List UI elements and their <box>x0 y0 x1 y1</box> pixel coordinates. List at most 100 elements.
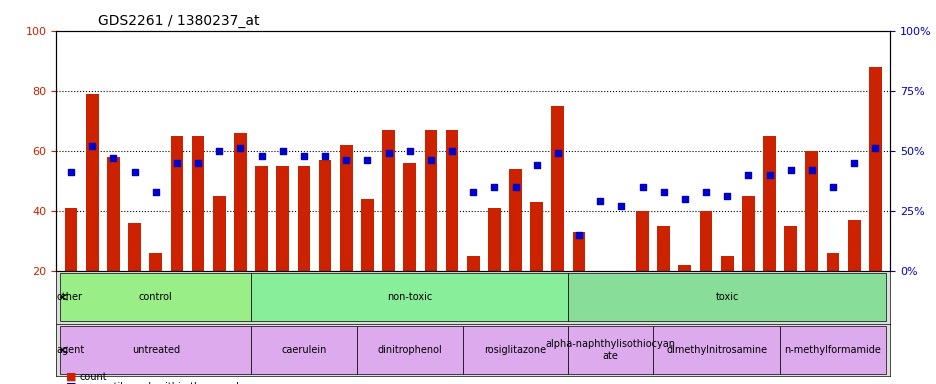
Point <box>740 172 755 178</box>
Bar <box>65 208 78 331</box>
Bar <box>462 326 568 374</box>
Point <box>867 145 882 151</box>
Bar <box>107 157 120 331</box>
Text: non-toxic: non-toxic <box>387 292 431 302</box>
Text: ■: ■ <box>66 372 76 382</box>
Bar <box>678 265 691 331</box>
Bar <box>255 166 268 331</box>
Text: other: other <box>56 292 82 302</box>
Bar <box>128 223 140 331</box>
Point <box>64 169 79 175</box>
Point <box>402 147 417 154</box>
Point <box>677 195 692 202</box>
Text: toxic: toxic <box>715 292 739 302</box>
Point <box>507 184 522 190</box>
Bar <box>551 106 563 331</box>
Point <box>782 167 797 173</box>
Text: n-methylformamide: n-methylformamide <box>783 345 881 355</box>
Point <box>444 147 459 154</box>
Bar <box>251 326 357 374</box>
Point <box>719 193 734 199</box>
Bar <box>636 211 648 331</box>
Bar <box>657 226 669 331</box>
Bar <box>783 226 797 331</box>
Point <box>635 184 650 190</box>
Text: dinitrophenol: dinitrophenol <box>377 345 442 355</box>
Bar <box>826 253 839 331</box>
Bar <box>780 326 885 374</box>
Bar <box>652 326 780 374</box>
Bar <box>234 133 246 331</box>
Point <box>423 157 438 164</box>
Text: rosiglitazone: rosiglitazone <box>484 345 546 355</box>
Point <box>655 189 670 195</box>
Text: percentile rank within the sample: percentile rank within the sample <box>80 382 244 384</box>
Point <box>296 152 311 159</box>
Bar <box>741 196 753 331</box>
Point <box>825 184 840 190</box>
Point <box>761 172 776 178</box>
Bar <box>212 196 226 331</box>
Bar <box>402 163 416 331</box>
Point <box>84 143 99 149</box>
Bar <box>868 67 881 331</box>
Point <box>212 147 227 154</box>
Bar <box>61 326 251 374</box>
Point <box>529 162 544 168</box>
Point <box>803 167 818 173</box>
Point <box>613 203 628 209</box>
Bar <box>61 273 251 321</box>
Text: untreated: untreated <box>131 345 180 355</box>
Bar <box>446 130 458 331</box>
Text: ■: ■ <box>66 382 76 384</box>
Point <box>487 184 502 190</box>
Text: control: control <box>139 292 172 302</box>
Point <box>233 145 248 151</box>
Bar <box>170 136 183 331</box>
Bar <box>251 273 568 321</box>
Bar <box>508 169 521 331</box>
Bar <box>318 160 331 331</box>
Point <box>190 160 205 166</box>
Text: GDS2261 / 1380237_at: GDS2261 / 1380237_at <box>97 14 259 28</box>
Point <box>317 152 332 159</box>
Point <box>592 198 607 204</box>
Text: caerulein: caerulein <box>281 345 327 355</box>
Point <box>254 152 269 159</box>
Point <box>338 157 353 164</box>
Bar <box>298 166 310 331</box>
Bar <box>720 256 733 331</box>
Point <box>697 189 712 195</box>
Bar <box>805 151 817 331</box>
Point <box>275 147 290 154</box>
Point <box>381 150 396 156</box>
Bar <box>530 202 543 331</box>
Point <box>127 169 142 175</box>
Bar <box>149 253 162 331</box>
Point <box>571 232 586 238</box>
Bar <box>699 211 711 331</box>
Bar <box>568 326 652 374</box>
Bar <box>568 273 885 321</box>
Bar <box>357 326 462 374</box>
Bar <box>276 166 288 331</box>
Point <box>846 160 861 166</box>
Bar <box>340 145 352 331</box>
Text: dimethylnitrosamine: dimethylnitrosamine <box>665 345 767 355</box>
Bar <box>847 220 859 331</box>
Bar <box>86 94 98 331</box>
Point <box>106 155 121 161</box>
Bar <box>382 130 394 331</box>
Text: agent: agent <box>56 345 85 355</box>
Point <box>148 189 163 195</box>
Bar <box>488 208 500 331</box>
Bar <box>424 130 437 331</box>
Text: count: count <box>80 372 107 382</box>
Bar <box>572 232 585 331</box>
Bar <box>762 136 775 331</box>
Bar <box>192 136 204 331</box>
Bar <box>360 199 373 331</box>
Text: alpha-naphthylisothiocyan
ate: alpha-naphthylisothiocyan ate <box>545 339 675 361</box>
Point <box>359 157 374 164</box>
Point <box>169 160 184 166</box>
